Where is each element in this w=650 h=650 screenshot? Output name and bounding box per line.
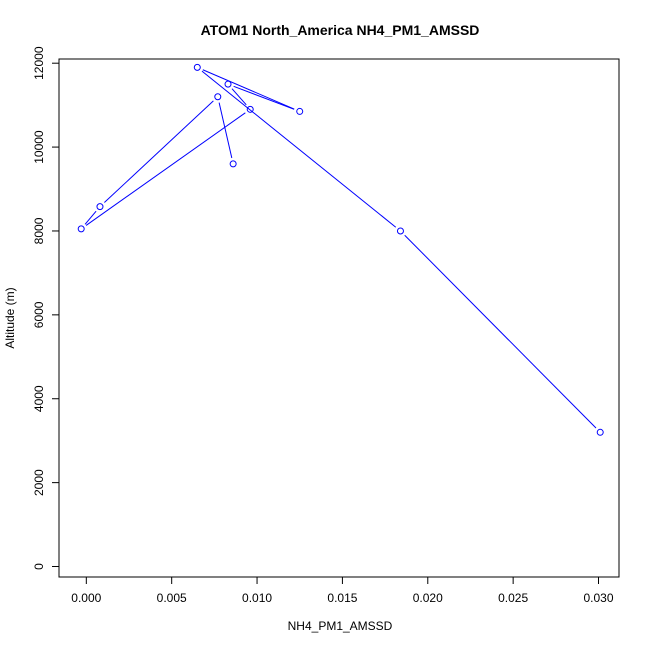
data-point [246, 105, 254, 113]
x-tick-label: 0.000 [71, 591, 101, 605]
series-segment [218, 102, 233, 159]
chart-title: ATOM1 North_America NH4_PM1_AMSSD [201, 22, 480, 38]
series-segment [85, 112, 246, 226]
x-tick-label: 0.010 [242, 591, 272, 605]
y-tick-label: 2000 [32, 469, 46, 496]
x-axis-label: NH4_PM1_AMSSD [288, 619, 393, 633]
data-point [193, 63, 201, 71]
series-segment [404, 234, 597, 429]
data-point [296, 107, 304, 115]
y-tick-label: 12000 [32, 46, 46, 80]
y-tick-label: 0 [32, 563, 46, 570]
data-point [596, 428, 604, 436]
y-tick-label: 8000 [32, 217, 46, 244]
data-point [396, 227, 404, 235]
data-point [77, 225, 85, 233]
y-tick-label: 10000 [32, 130, 46, 164]
series-segment [233, 85, 295, 110]
x-tick-label: 0.015 [327, 591, 357, 605]
data-point [96, 203, 104, 211]
y-tick-label: 6000 [32, 301, 46, 328]
y-axis-label: Altitude (m) [3, 287, 17, 348]
plot-frame [58, 58, 620, 578]
series-segment [231, 88, 247, 106]
series-segment [104, 100, 214, 203]
series-segment [201, 70, 397, 228]
series-segment [202, 69, 295, 110]
x-tick-label: 0.030 [583, 591, 613, 605]
data-point [214, 93, 222, 101]
series-segment [84, 210, 97, 225]
x-tick-label: 0.005 [157, 591, 187, 605]
data-point [224, 80, 232, 88]
y-axis: 0 2000 4000 6000 8000 10000 12000 [32, 46, 60, 570]
y-tick-label: 4000 [32, 385, 46, 412]
x-tick-label: 0.020 [413, 591, 443, 605]
data-point [229, 160, 237, 168]
series-layer [77, 63, 604, 436]
x-tick-label: 0.025 [498, 591, 528, 605]
x-axis: 0.000 0.005 0.010 0.015 0.020 0.025 0.030 [71, 576, 614, 605]
